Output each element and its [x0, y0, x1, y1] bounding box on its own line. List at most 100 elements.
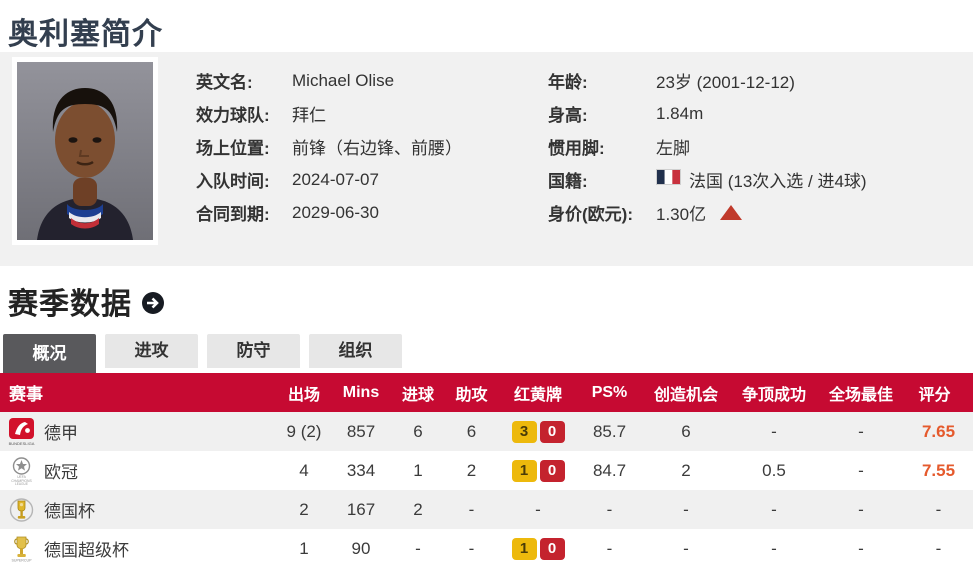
price-up-icon [720, 205, 743, 220]
field-value-text: 1.84m [656, 103, 704, 123]
cell-aerials: 0.5 [762, 460, 786, 480]
field-label: 入队时间: [196, 172, 270, 191]
cell-ps: 84.7 [592, 460, 627, 480]
cell-motm: - [858, 499, 864, 519]
cell-competition: SUPERCUP 德国超级杯 [0, 535, 278, 563]
tab-概况[interactable]: 概况 [3, 334, 96, 373]
german-cup-icon [8, 496, 35, 524]
field-label: 效力球队: [196, 106, 270, 125]
svg-text:SUPERCUP: SUPERCUP [12, 558, 33, 562]
yellow-card-badge: 3 [511, 420, 537, 443]
profile-info-right-column: 年龄: 23岁 (2001-12-12) 身高: 1.84m 惯用脚: 左脚国籍: 法国 (… [548, 64, 867, 229]
profile-info-left-column: 英文名: Michael Olise 效力球队: 拜仁场上位置: 前锋（右边锋、前腰） 入… [196, 64, 462, 229]
cell-competition: UEFA CHAMPIONS LEAGUE 欧冠 [0, 456, 278, 485]
cell-rating: 7.65 [921, 421, 956, 441]
field-label: 身价(欧元): [548, 205, 633, 224]
column-header: 出场 [287, 386, 320, 404]
france-flag-icon [656, 169, 683, 190]
column-header: 进球 [401, 386, 434, 404]
tab-防守[interactable]: 防守 [207, 334, 300, 368]
cell-chances: 6 [681, 421, 691, 441]
profile-field-row: 合同到期: 2029-06-30 [196, 196, 462, 229]
cell-chances: 2 [681, 460, 691, 480]
tab-组织[interactable]: 组织 [309, 334, 402, 368]
table-header-row: 赛事 出场 Mins 进球 助攻 红黄牌 PS% 创造机会 争顶成功 全场最佳 评分 [0, 373, 973, 412]
field-value-text: 23岁 (2001-12-12) [656, 73, 795, 92]
cell-apps: 1 [299, 538, 309, 558]
field-value: 2029-06-30 [292, 203, 379, 223]
field-value-text: 左脚 [656, 139, 690, 158]
bundesliga-icon: BUNDESLIGA [8, 417, 35, 446]
column-header: Mins [342, 383, 380, 401]
column-header: 助攻 [455, 386, 488, 404]
yellow-card-badge: 1 [511, 537, 537, 560]
field-value-text: 2029-06-30 [292, 202, 379, 222]
page-title: 奥利塞简介 [8, 18, 163, 51]
field-value: Michael Olise [292, 71, 394, 91]
yellow-card-badge: 1 [511, 459, 537, 482]
column-header: 评分 [918, 386, 951, 404]
cell-motm: - [858, 538, 864, 558]
player-photo [12, 57, 158, 245]
cell-ps: - [606, 538, 613, 558]
field-value-text: 1.30亿 [656, 205, 707, 224]
table-row: UEFA CHAMPIONS LEAGUE 欧冠 4 334 1 2 1 0 84.7 2 0.5-7.… [0, 451, 973, 490]
field-value: 1.30亿 [656, 200, 743, 225]
profile-field-row: 身高: 1.84m [548, 97, 867, 130]
cell-aerials: - [771, 538, 777, 558]
column-header: 全场最佳 [828, 386, 893, 404]
field-label: 国籍: [548, 172, 588, 191]
svg-text:CHAMPIONS: CHAMPIONS [11, 479, 32, 483]
field-value-text: 2024-07-07 [292, 169, 379, 189]
field-label: 场上位置: [196, 139, 270, 158]
profile-field-row: 国籍: 法国 (13次入选 / 进4球) [548, 163, 867, 196]
profile-field-row: 身价(欧元): 1.30亿 [548, 196, 867, 229]
tab-进攻[interactable]: 进攻 [105, 334, 198, 368]
table-row: 德国杯 2 167 2 - - - - - - - [0, 490, 973, 529]
cell-aerials: - [771, 421, 777, 441]
competition-name: 德国杯 [44, 502, 95, 521]
player-photo-image [17, 62, 153, 240]
svg-text:UEFA: UEFA [17, 475, 27, 479]
cell-assists: - [468, 499, 475, 519]
competition-name: 德甲 [44, 424, 78, 443]
field-label: 合同到期: [196, 205, 270, 224]
season-tabs: 概况 进攻 防守 组织 [0, 334, 973, 373]
field-value: 前锋（右边锋、前腰） [292, 134, 462, 159]
field-label: 惯用脚: [548, 139, 605, 158]
cell-aerials: - [771, 499, 777, 519]
season-data-title: 赛季数据 [8, 288, 132, 321]
column-header: PS% [591, 383, 628, 401]
field-value: 2024-07-07 [292, 170, 379, 190]
field-label: 英文名: [196, 73, 253, 92]
field-value-text: 拜仁 [292, 106, 326, 125]
field-label: 年龄: [548, 73, 588, 92]
cell-goals: 1 [413, 460, 423, 480]
champions-league-icon: UEFA CHAMPIONS LEAGUE [8, 456, 35, 485]
field-value: 拜仁 [292, 101, 326, 126]
cell-mins: 857 [346, 421, 376, 441]
column-header: 争顶成功 [741, 386, 806, 404]
red-card-badge: 0 [539, 459, 565, 482]
profile-field-row: 场上位置: 前锋（右边锋、前腰） [196, 130, 462, 163]
cell-cards: - [535, 499, 541, 519]
cell-motm: - [858, 421, 864, 441]
cell-competition: BUNDESLIGA 德甲 [0, 417, 278, 446]
field-value-text: Michael Olise [292, 70, 395, 90]
profile-field-row: 入队时间: 2024-07-07 [196, 163, 462, 196]
red-card-badge: 0 [539, 537, 565, 560]
profile-field-row: 年龄: 23岁 (2001-12-12) [548, 64, 867, 97]
cell-goals: - [415, 538, 421, 558]
cell-chances: - [683, 499, 689, 519]
cell-mins: 167 [346, 499, 376, 519]
cell-rating: - [935, 499, 942, 519]
more-arrow-icon[interactable] [142, 292, 164, 314]
german-supercup-icon: SUPERCUP [8, 535, 35, 563]
cell-assists: 6 [466, 421, 477, 441]
competition-name: 欧冠 [44, 463, 78, 482]
field-value-text: 法国 (13次入选 / 进4球) [689, 172, 867, 191]
field-value: 23岁 (2001-12-12) [656, 68, 795, 93]
cell-ps: - [606, 499, 613, 519]
player-profile-panel: 英文名: Michael Olise 效力球队: 拜仁场上位置: 前锋（右边锋、前腰） 入… [0, 52, 973, 266]
